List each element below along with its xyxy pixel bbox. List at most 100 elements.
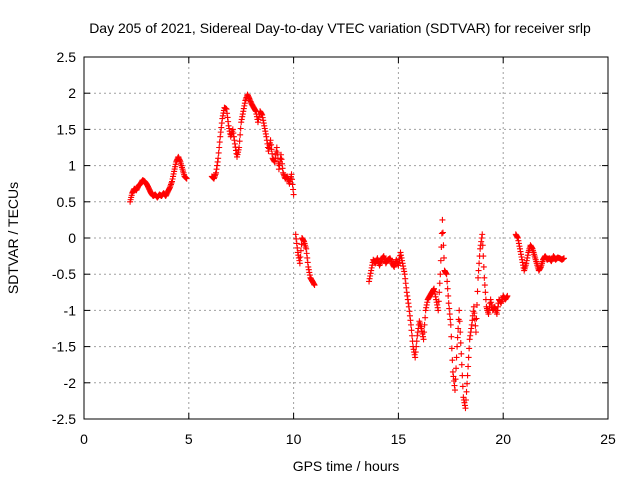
data-point [421, 321, 428, 328]
data-point [288, 171, 295, 178]
data-point [311, 282, 318, 289]
data-point [236, 144, 243, 151]
data-point [297, 247, 304, 254]
data-point [183, 175, 190, 182]
data-point [448, 345, 455, 352]
data-point [408, 327, 415, 334]
data-point [454, 334, 461, 341]
x-tick-label: 20 [495, 431, 511, 447]
data-point [466, 345, 473, 352]
data-point [436, 280, 443, 287]
data-point [457, 329, 464, 336]
data-point [476, 260, 483, 267]
data-point [480, 263, 487, 270]
data-point [444, 285, 451, 292]
data-point [413, 338, 420, 345]
data-point [453, 354, 460, 361]
y-axis-label: SDTVAR / TECUs [5, 182, 21, 294]
data-point [439, 216, 446, 223]
data-point [445, 300, 452, 307]
y-tick-label: -2 [64, 375, 77, 391]
data-point [463, 388, 470, 395]
data-point [449, 357, 456, 364]
data-point [296, 260, 303, 267]
data-point [479, 231, 486, 238]
data-point [451, 387, 458, 394]
y-tick-label: -0.5 [52, 266, 76, 282]
y-tick-label: 1.5 [57, 121, 77, 137]
data-point [439, 229, 446, 236]
data-point [479, 242, 486, 249]
y-tick-label: 2 [68, 85, 76, 101]
data-point [438, 230, 445, 237]
y-tick-label: 2.5 [57, 49, 77, 65]
data-point [435, 298, 442, 305]
data-point [471, 310, 478, 317]
y-tick-label: 0 [68, 230, 76, 246]
data-point [274, 149, 281, 156]
data-point [481, 282, 488, 289]
data-point [465, 354, 472, 361]
data-point [216, 144, 223, 151]
x-tick-label: 25 [600, 431, 616, 447]
data-point [504, 292, 511, 299]
x-axis-label: GPS time / hours [293, 458, 400, 474]
data-point [458, 361, 465, 368]
data-point [440, 242, 447, 249]
data-point [444, 278, 451, 285]
data-point [435, 307, 442, 314]
data-point [446, 311, 453, 318]
data-point [473, 315, 480, 322]
x-tick-label: 5 [185, 431, 193, 447]
data-point [448, 333, 455, 340]
data-point [412, 349, 419, 356]
data-point [237, 125, 244, 132]
grid [84, 57, 608, 419]
data-point [298, 241, 305, 248]
y-tick-label: -2.5 [52, 411, 76, 427]
data-point [297, 254, 304, 261]
data-point [462, 405, 469, 412]
data-point [289, 176, 296, 183]
data-point [472, 322, 479, 329]
data-point [560, 255, 567, 262]
data-point [480, 253, 487, 260]
data-point [474, 288, 481, 295]
data-point [445, 292, 452, 299]
data-point [273, 144, 280, 151]
data-point [437, 271, 444, 278]
data-point [454, 343, 461, 350]
data-point [437, 257, 444, 264]
x-tick-label: 0 [80, 431, 88, 447]
data-point [289, 181, 296, 188]
data-point [215, 155, 222, 162]
data-point [409, 332, 416, 339]
data-point [470, 303, 477, 310]
data-point [458, 350, 465, 357]
data-point [290, 186, 297, 193]
data-point [453, 365, 460, 372]
data-point [464, 372, 471, 379]
data-point [447, 316, 454, 323]
data-point [436, 289, 443, 296]
axis-ticks: -2.5 -2 -1.5 -1 -0.5 0 0.5 1 1.5 2 2.5 0 5 10 15 20 25 [52, 49, 616, 447]
data-point [421, 329, 428, 336]
data-point [472, 329, 479, 336]
data-points [127, 91, 567, 412]
data-point [412, 354, 419, 361]
y-tick-label: 0.5 [57, 194, 77, 210]
data-point [474, 301, 480, 308]
data-point [237, 131, 244, 138]
data-point [459, 383, 466, 390]
data-point [440, 254, 447, 261]
y-tick-label: 1 [68, 158, 76, 174]
x-tick-label: 10 [286, 431, 302, 447]
data-point [420, 336, 427, 343]
data-point [464, 380, 471, 387]
data-point [482, 289, 489, 296]
data-point [215, 149, 222, 156]
data-point [422, 314, 429, 321]
chart-title: Day 205 of 2021, Sidereal Day-to-day VTE… [89, 20, 591, 36]
data-point [456, 307, 463, 314]
